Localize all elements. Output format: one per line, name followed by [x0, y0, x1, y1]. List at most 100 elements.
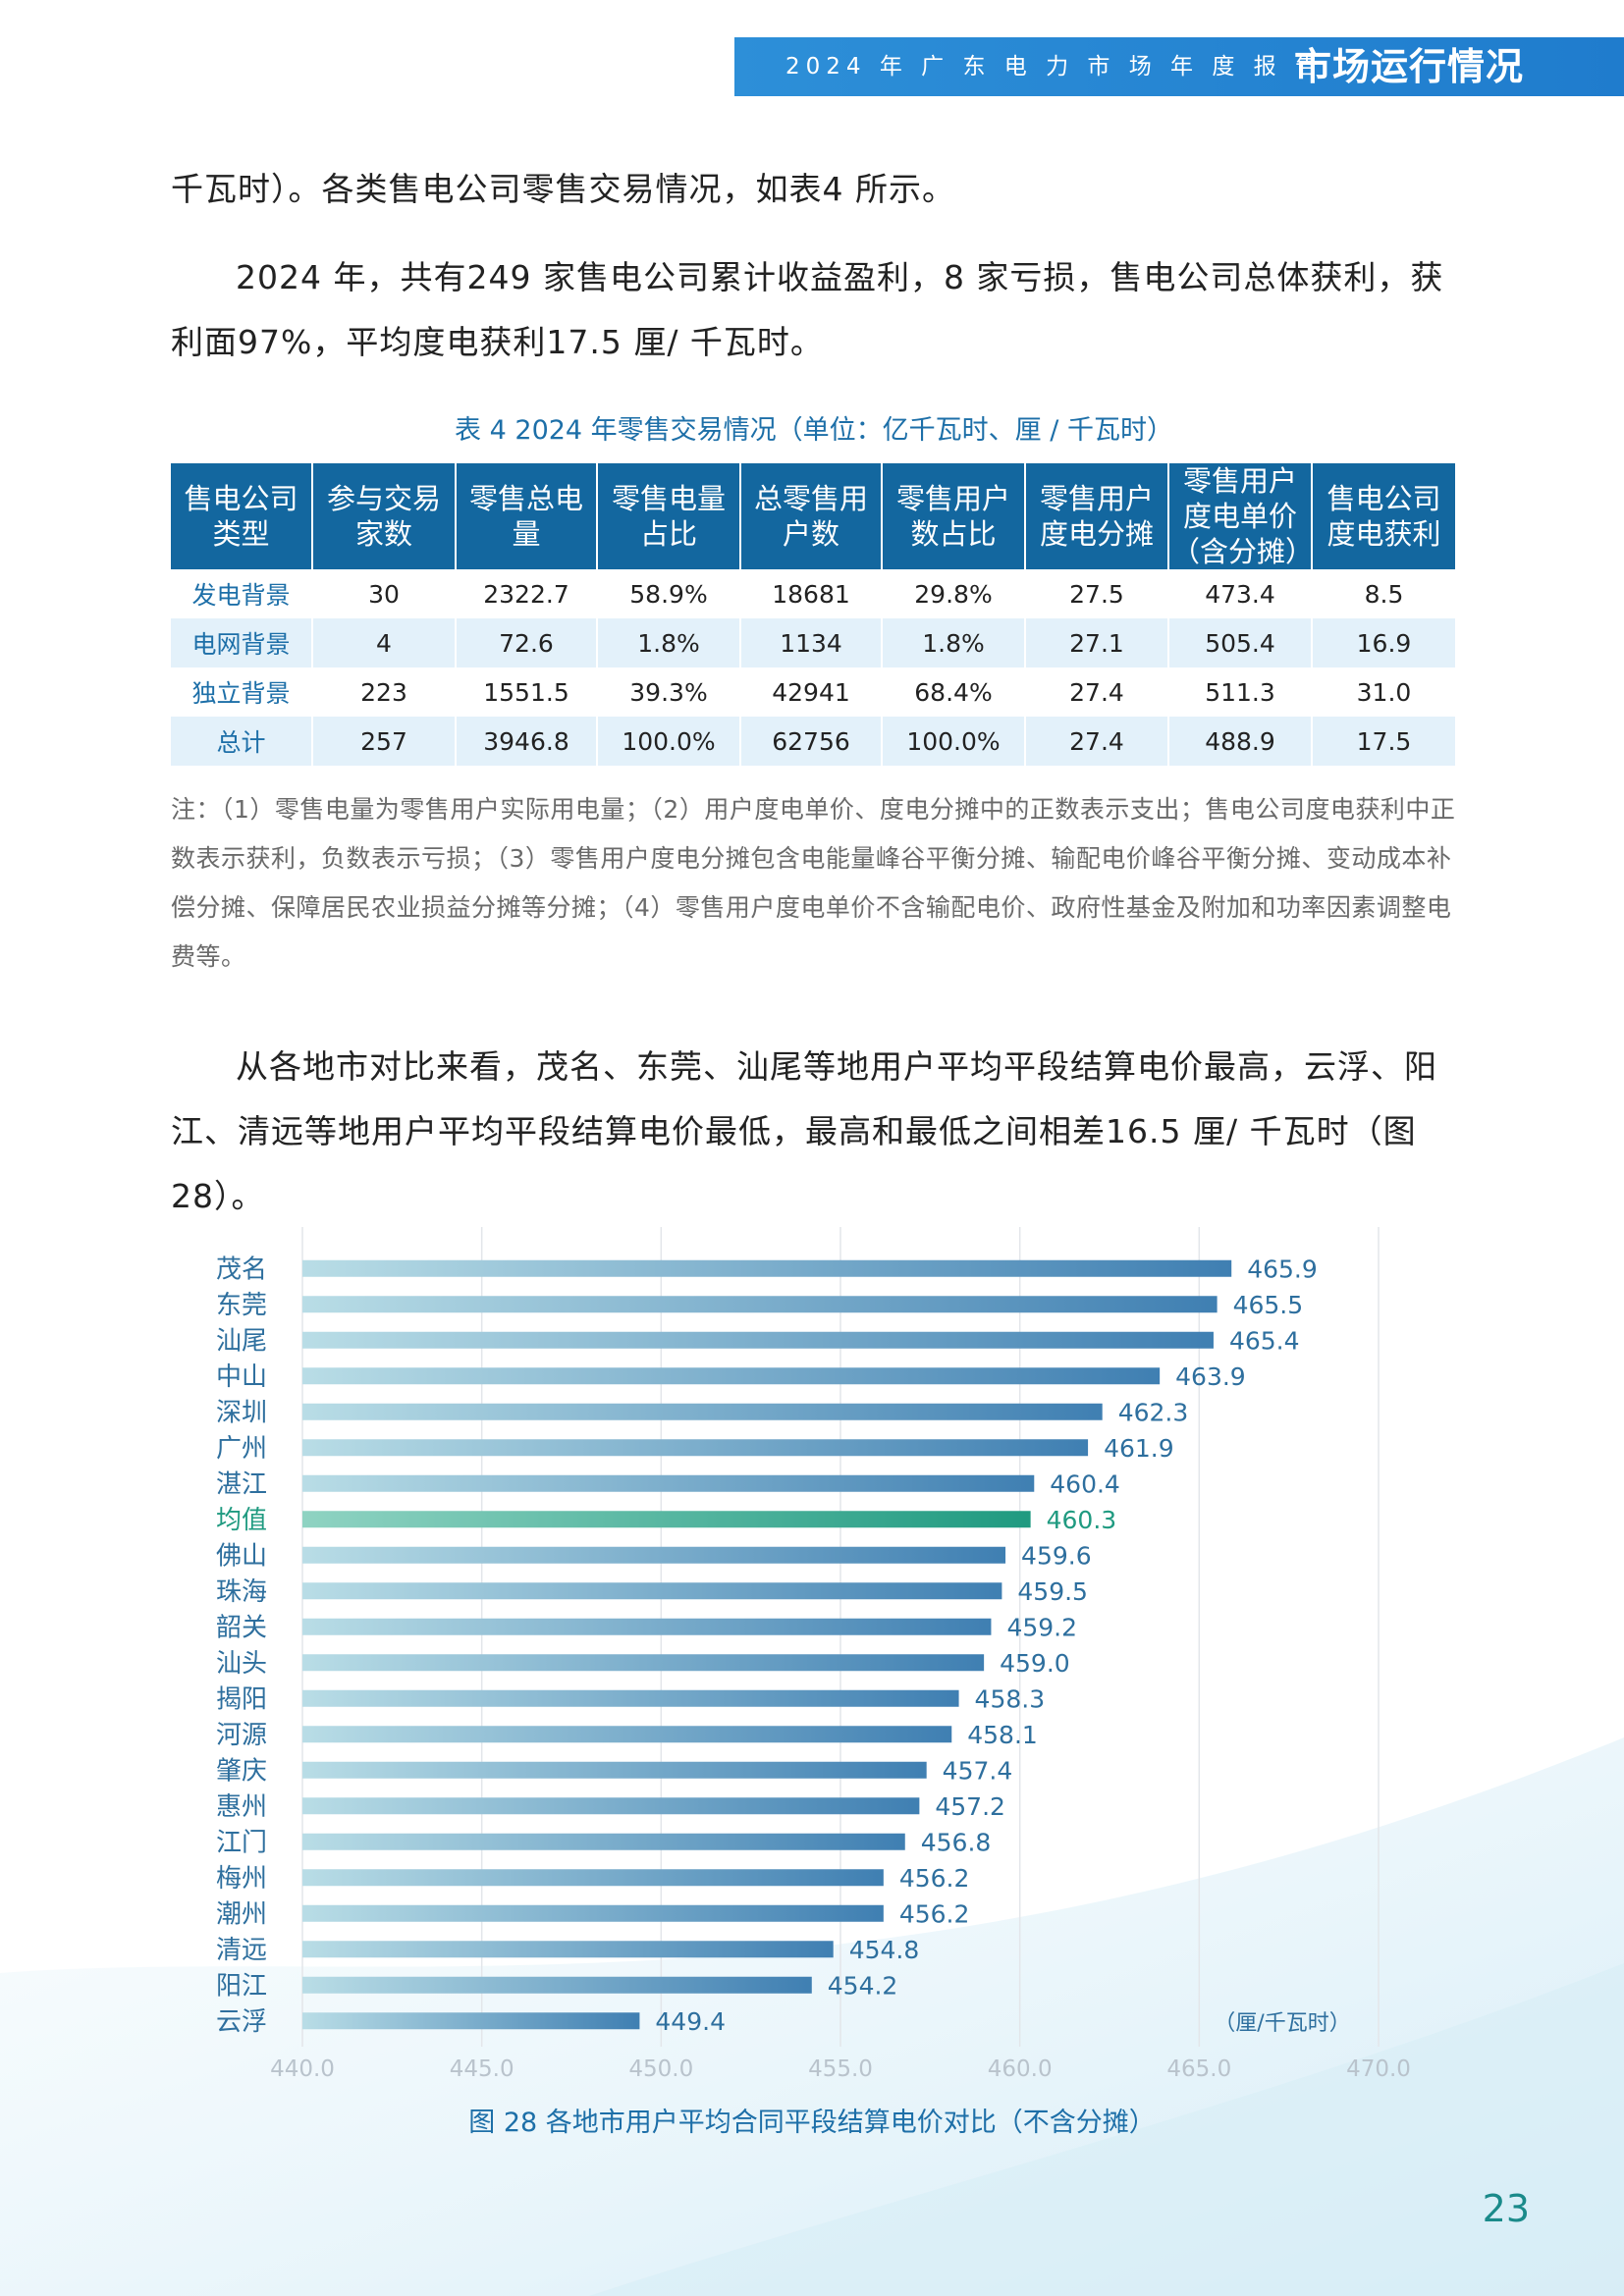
chart-container: 440.0 445.0 450.0 455.0 460.0 465.0 470.0 茂名 465…	[0, 1227, 1624, 2150]
bar-average	[302, 1511, 1031, 1528]
table-row: 电网背景 4 72.6 1.8% 1134 1.8% 27.1 505.4 16…	[171, 618, 1455, 667]
table-cell: 100.0%	[596, 717, 740, 766]
table-cell: 27.4	[1024, 717, 1168, 766]
x-tick-label: 450.0	[628, 2056, 693, 2082]
table-cell: 8.5	[1311, 569, 1455, 618]
table-cell: 39.3%	[596, 667, 740, 717]
category-label: 湛江	[216, 1469, 267, 1499]
table-cell: 29.8%	[881, 569, 1025, 618]
unit-label: （厘/千瓦时）	[1214, 2011, 1350, 2036]
category-label: 汕尾	[216, 1326, 267, 1356]
category-label: 潮州	[216, 1899, 267, 1929]
paragraph-1: 千瓦时）。各类售电公司零售交易情况，如表4 所示。	[171, 170, 955, 208]
header-band: 2024 年 广 东 电 力 市 场 年 度 报 告 市场运行情况	[734, 37, 1624, 96]
x-tick-label: 470.0	[1346, 2056, 1411, 2082]
bar	[302, 1797, 920, 1815]
bar	[302, 1403, 1103, 1420]
table-cell: 42941	[739, 667, 882, 717]
table-cell: 68.4%	[881, 667, 1025, 717]
table-cell: 电网背景	[171, 618, 312, 667]
data-label: 461.9	[1104, 1434, 1174, 1463]
data-label: 465.9	[1247, 1255, 1318, 1283]
table-cell: 31.0	[1311, 667, 1455, 717]
x-tick-label: 445.0	[450, 2056, 514, 2082]
category-label: 惠州	[216, 1792, 267, 1822]
category-label: 肇庆	[216, 1756, 267, 1786]
table-cell: 1134	[739, 618, 882, 667]
data-label: 459.2	[1006, 1613, 1077, 1641]
table-cell: 72.6	[455, 618, 597, 667]
table-cell: 100.0%	[881, 717, 1025, 766]
table-cell: 18681	[739, 569, 882, 618]
data-label: 462.3	[1118, 1398, 1189, 1426]
x-tick-label: 465.0	[1166, 2056, 1231, 2082]
table-cell: 发电背景	[171, 569, 312, 618]
data-label: 463.9	[1175, 1362, 1246, 1391]
data-label: 458.3	[975, 1684, 1046, 1713]
category-label: 均值	[216, 1506, 267, 1535]
data-label: 459.0	[1000, 1649, 1070, 1678]
category-label: 深圳	[216, 1398, 267, 1427]
category-label: 云浮	[216, 2007, 267, 2037]
bar	[302, 1833, 905, 1850]
category-label: 广州	[216, 1434, 267, 1464]
table-cell: 223	[311, 667, 456, 717]
table-cell: 30	[311, 569, 456, 618]
bar	[302, 1941, 834, 1958]
data-label: 454.2	[828, 1971, 898, 2000]
data-label: 449.4	[655, 2007, 726, 2036]
data-label: 459.5	[1017, 1577, 1088, 1606]
data-label: 456.8	[921, 1828, 992, 1856]
table-cell: 总计	[171, 717, 312, 766]
bar	[302, 1439, 1089, 1457]
table-cell: 17.5	[1311, 717, 1455, 766]
table-total-row: 总计 257 3946.8 100.0% 62756 100.0% 27.4 4…	[171, 717, 1455, 766]
category-label: 东莞	[216, 1291, 267, 1320]
table-cell: 257	[311, 717, 456, 766]
category-label: 韶关	[216, 1613, 267, 1642]
table-header-cell: 零售电量占比	[596, 463, 740, 569]
table-cell: 2322.7	[455, 569, 597, 618]
bar	[302, 1546, 1006, 1564]
table-cell: 511.3	[1167, 667, 1312, 717]
bar	[302, 1296, 1218, 1313]
table-cell: 1.8%	[881, 618, 1025, 667]
category-label: 梅州	[216, 1864, 267, 1894]
table-cell: 473.4	[1167, 569, 1312, 618]
table-cell: 62756	[739, 717, 882, 766]
bar	[302, 1904, 884, 1922]
table-cell: 独立背景	[171, 667, 312, 717]
table-header-cell: 零售用户数占比	[881, 463, 1025, 569]
bar	[302, 1726, 952, 1743]
page-number: 23	[1482, 2187, 1530, 2230]
table-row: 独立背景 223 1551.5 39.3% 42941 68.4% 27.4 5…	[171, 667, 1455, 717]
data-label: 456.2	[899, 1899, 970, 1928]
table-cell: 1.8%	[596, 618, 740, 667]
table-header-cell: 零售总电量	[455, 463, 597, 569]
category-label: 中山	[216, 1362, 267, 1392]
bar	[302, 1474, 1035, 1492]
table-cell: 1551.5	[455, 667, 597, 717]
table-cell: 27.4	[1024, 667, 1168, 717]
data-label: 460.4	[1050, 1469, 1120, 1498]
bar	[302, 2012, 640, 2030]
category-label: 茂名	[216, 1255, 267, 1284]
x-tick-label: 460.0	[988, 2056, 1053, 2082]
table-header-cell: 售电公司类型	[171, 463, 312, 569]
section-title: 市场运行情况	[1294, 45, 1525, 88]
data-label: 465.5	[1233, 1291, 1304, 1319]
category-label: 佛山	[216, 1541, 267, 1571]
data-label: 454.8	[849, 1936, 920, 1964]
paragraph-3: 从各地市对比来看，茂名、东莞、汕尾等地用户平均平段结算电价最高，云浮、阳江、清远…	[171, 1047, 1437, 1215]
table-cell: 27.5	[1024, 569, 1168, 618]
bar	[302, 1689, 959, 1707]
bar	[302, 1761, 927, 1779]
bar	[302, 1976, 812, 1994]
category-label: 清远	[216, 1936, 267, 1965]
table-cell: 27.1	[1024, 618, 1168, 667]
table-header-row: 售电公司类型 参与交易家数 零售总电量 零售电量占比 总零售用户数 零售用户数占…	[171, 463, 1455, 569]
data-label: 456.2	[899, 1864, 970, 1893]
bar-chart: 440.0 445.0 450.0 455.0 460.0 465.0 470.0 茂名 465…	[216, 1227, 1411, 2082]
table-row: 发电背景 30 2322.7 58.9% 18681 29.8% 27.5 47…	[171, 569, 1455, 618]
